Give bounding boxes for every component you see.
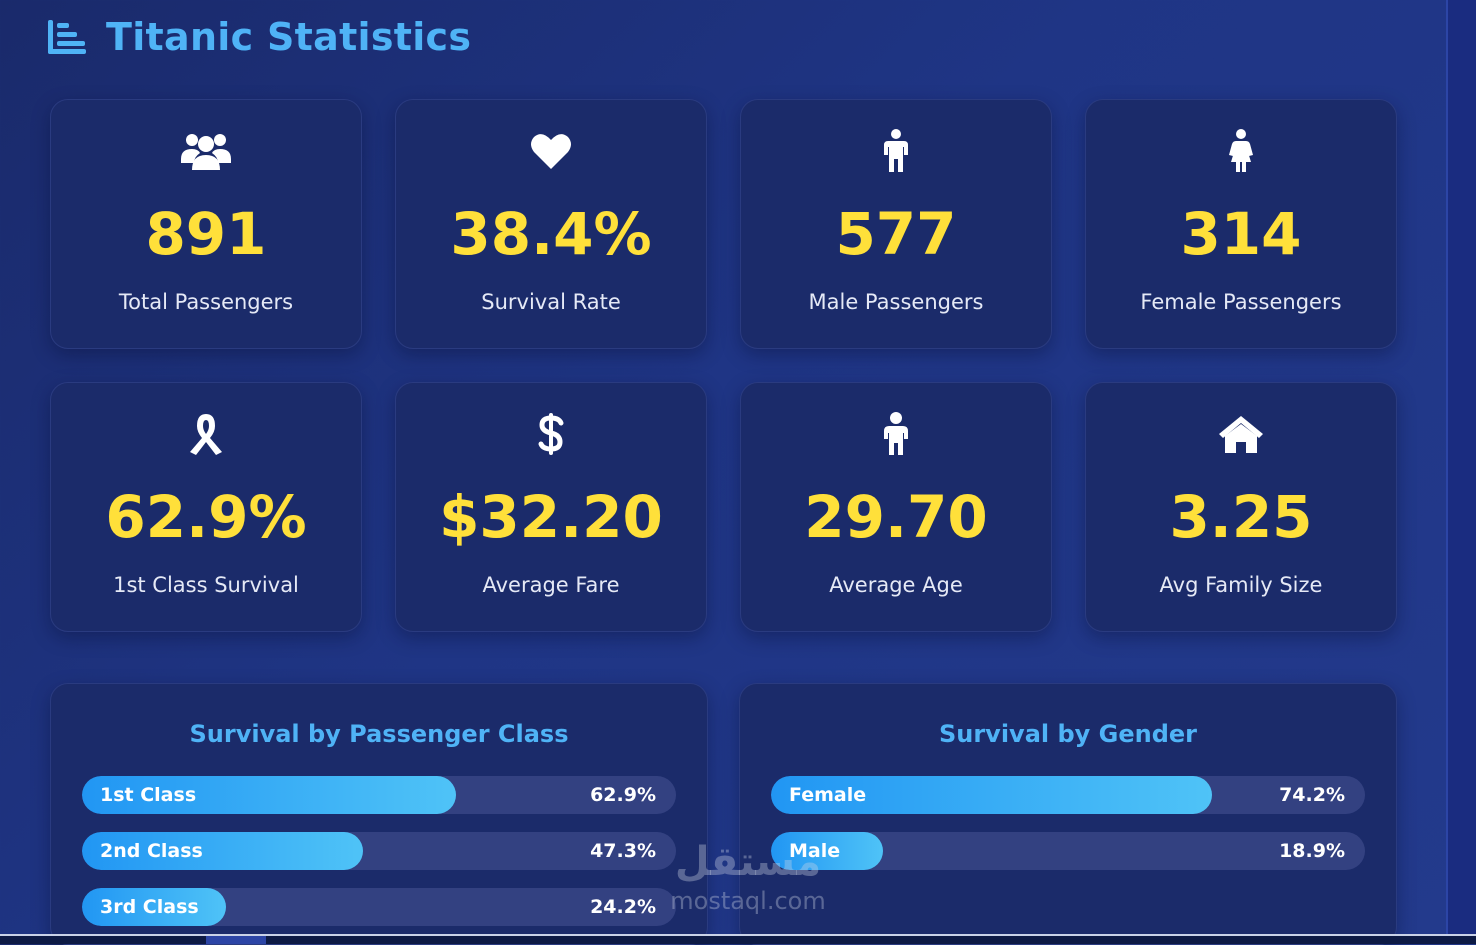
stat-card-average-fare: $32.20 Average Fare [395, 382, 707, 632]
male-icon [741, 128, 1051, 174]
watermark-latin: mostaql.com [670, 887, 826, 915]
stat-label: 1st Class Survival [113, 573, 299, 597]
stat-value: $32.20 [439, 483, 663, 551]
page-header: Titanic Statistics [46, 12, 471, 62]
panel-title: Survival by Passenger Class [189, 720, 569, 748]
stat-card-survival-rate: 38.4% Survival Rate [395, 99, 707, 349]
class-bar-third: 3rd Class 24.2% [82, 888, 676, 926]
ribbon-icon [51, 411, 361, 457]
heart-icon [396, 128, 706, 174]
class-bar-first: 1st Class 62.9% [82, 776, 676, 814]
stat-value: 29.70 [804, 483, 988, 551]
bar-fill [82, 776, 456, 814]
stat-card-average-age: 29.70 Average Age [740, 382, 1052, 632]
bar-value: 62.9% [590, 784, 656, 806]
bottom-edge [0, 934, 1476, 944]
bar-value: 74.2% [1279, 784, 1345, 806]
stat-label: Total Passengers [118, 290, 294, 314]
stat-value: 3.25 [1169, 483, 1313, 551]
stat-card-female-passengers: 314 Female Passengers [1085, 99, 1397, 349]
stat-card-male-passengers: 577 Male Passengers [740, 99, 1052, 349]
stat-card-avg-family-size: 3.25 Avg Family Size [1085, 382, 1397, 632]
home-icon [1086, 411, 1396, 457]
watermark: مستقل mostaql.com [648, 838, 848, 934]
users-icon [51, 128, 361, 174]
stat-value: 577 [835, 200, 957, 268]
bar-fill [771, 832, 884, 870]
dollar-icon [396, 411, 706, 457]
stat-card-first-class-survival: 62.9% 1st Class Survival [50, 382, 362, 632]
bar-label: Female [789, 784, 867, 806]
gender-bar-male: Male 18.9% [771, 832, 1365, 870]
bar-label: 1st Class [100, 784, 197, 806]
class-survival-panel: Survival by Passenger Class 1st Class 62… [50, 683, 708, 945]
stat-card-total-passengers: 891 Total Passengers [50, 99, 362, 349]
bottom-tab [206, 936, 266, 944]
stat-label: Female Passengers [1140, 290, 1342, 314]
stat-value: 62.9% [105, 483, 307, 551]
stat-value: 38.4% [450, 200, 652, 268]
bar-chart-icon [46, 19, 88, 55]
gender-bar-female: Female 74.2% [771, 776, 1365, 814]
child-icon [741, 411, 1051, 457]
bar-fill [82, 832, 363, 870]
stat-value: 891 [145, 200, 267, 268]
bar-fill [771, 776, 1212, 814]
bar-label: 2nd Class [100, 840, 203, 862]
bar-value: 18.9% [1279, 840, 1345, 862]
stat-label: Average Fare [482, 573, 620, 597]
stat-label: Male Passengers [808, 290, 984, 314]
bar-fill [82, 888, 226, 926]
stat-label: Average Age [829, 573, 963, 597]
stat-value: 314 [1180, 200, 1302, 268]
page-title: Titanic Statistics [106, 15, 472, 59]
bar-value: 24.2% [590, 896, 656, 918]
bar-label: Male [789, 840, 841, 862]
watermark-arabic: مستقل [674, 839, 822, 885]
female-icon [1086, 128, 1396, 174]
window-edge [1446, 0, 1476, 944]
bar-value: 47.3% [590, 840, 656, 862]
bar-label: 3rd Class [100, 896, 199, 918]
stat-label: Survival Rate [481, 290, 621, 314]
class-bar-second: 2nd Class 47.3% [82, 832, 676, 870]
panel-title: Survival by Gender [938, 720, 1198, 748]
stat-label: Avg Family Size [1159, 573, 1323, 597]
gender-survival-panel: Survival by Gender Female 74.2% Male 18.… [739, 683, 1397, 945]
